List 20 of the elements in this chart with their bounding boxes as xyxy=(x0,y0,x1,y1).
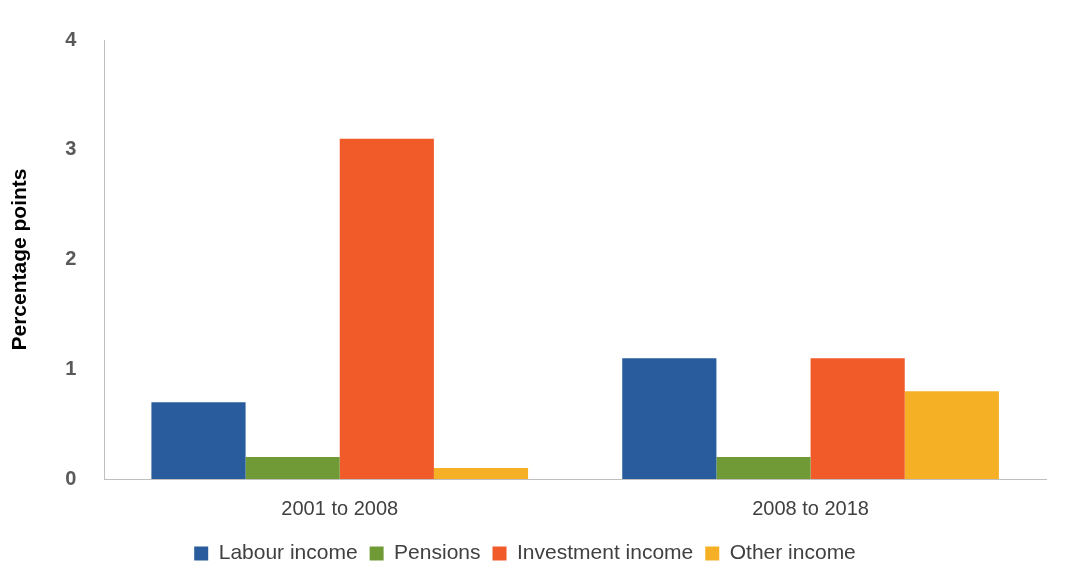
bar xyxy=(904,391,999,479)
legend-label: Investment income xyxy=(517,540,694,564)
bar xyxy=(339,138,434,479)
y-tick-label: 2 xyxy=(65,247,77,270)
bar xyxy=(810,358,905,479)
bar xyxy=(433,468,529,479)
legend-label: Other income xyxy=(729,540,856,564)
y-tick-label: 1 xyxy=(65,356,77,379)
x-tick-label: 2001 to 2008 xyxy=(281,496,399,519)
x-tick-label: 2008 to 2018 xyxy=(752,496,869,519)
bar xyxy=(622,358,717,479)
y-tick-label: 3 xyxy=(65,137,77,160)
bar xyxy=(245,457,340,479)
legend-label: Pensions xyxy=(394,540,481,564)
bar xyxy=(151,402,246,479)
y-axis-title: Percentage points xyxy=(7,168,31,351)
y-tick-label: 4 xyxy=(65,27,78,50)
y-tick-label: 0 xyxy=(65,466,77,489)
legend-label: Labour income xyxy=(218,540,358,564)
bar xyxy=(716,457,811,479)
